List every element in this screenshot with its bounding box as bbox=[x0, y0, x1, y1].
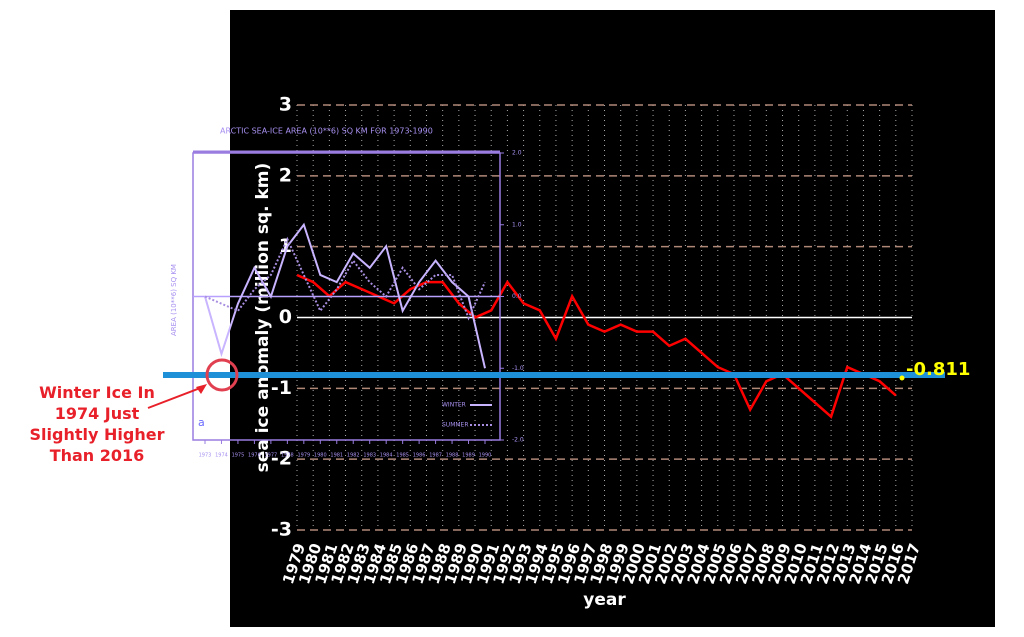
inset-y-tick-label: 1.0 bbox=[512, 221, 522, 228]
inset-x-tick-label: 1985 bbox=[396, 453, 409, 459]
inset-x-tick-label: 1982 bbox=[347, 453, 360, 459]
y-tick-label: 1 bbox=[279, 235, 292, 257]
inset-y-tick-label: 0.0 bbox=[512, 293, 522, 300]
y-tick-label: -2 bbox=[271, 448, 292, 470]
panel-background bbox=[230, 10, 995, 627]
inset-x-tick-label: 1990 bbox=[479, 453, 492, 459]
inset-x-tick-label: 1986 bbox=[413, 453, 426, 459]
inset-y-label: AREA (10**6) SQ KM bbox=[170, 264, 178, 336]
y-tick-label: 2 bbox=[279, 164, 292, 186]
value-dot bbox=[899, 375, 905, 381]
inset-line bbox=[204, 236, 486, 321]
inset-x-tick-label: 1977 bbox=[265, 453, 278, 459]
y-axis-label: sea ice anomaly (million sq. km) bbox=[253, 163, 273, 473]
highlight-circle bbox=[205, 358, 239, 392]
y-tick-label: -3 bbox=[271, 519, 292, 541]
inset-y-tick-label: 2.0 bbox=[512, 150, 522, 157]
inset-title: ARCTIC SEA-ICE AREA (10**6) SQ KM FOR 19… bbox=[220, 127, 433, 136]
inset-line bbox=[204, 222, 486, 369]
annotation: Winter Ice In 1974 Just Slightly Higher … bbox=[29, 383, 165, 465]
reference-value-label: -0.811 bbox=[906, 359, 970, 380]
y-tick-label: 3 bbox=[279, 94, 292, 116]
inset-x-tick-label: 1979 bbox=[297, 453, 310, 459]
inset-x-tick-label: 1987 bbox=[429, 453, 442, 459]
inset-y-tick-label: -2.0 bbox=[512, 437, 524, 444]
legend-label: SUMMER bbox=[442, 422, 469, 429]
inset-x-tick-label: 1976 bbox=[248, 453, 261, 459]
legend-label: WINTER bbox=[442, 402, 466, 409]
inset-x-tick-label: 1988 bbox=[446, 453, 459, 459]
inset-x-tick-label: 1984 bbox=[380, 453, 393, 459]
inset-x-tick-label: 1975 bbox=[232, 453, 245, 459]
y-tick-label: -1 bbox=[271, 377, 292, 399]
data-line bbox=[296, 273, 897, 419]
arrow-line bbox=[147, 386, 204, 409]
inset-x-tick-label: 1989 bbox=[462, 453, 475, 459]
inset-x-tick-label: 1973 bbox=[199, 453, 212, 459]
arrow-head bbox=[196, 383, 207, 394]
inset-x-tick-label: 1978 bbox=[281, 453, 294, 459]
inset-x-tick-label: 1974 bbox=[215, 453, 228, 459]
inset-x-tick-label: 1983 bbox=[363, 453, 376, 459]
inset-panel-label: a bbox=[198, 416, 205, 429]
inset-x-tick-label: 1980 bbox=[314, 453, 327, 459]
y-tick-label: 0 bbox=[279, 306, 292, 328]
inset-y-tick-label: -1.0 bbox=[512, 365, 524, 372]
x-axis-label: year bbox=[583, 590, 626, 610]
inset-x-tick-label: 1981 bbox=[330, 453, 343, 459]
